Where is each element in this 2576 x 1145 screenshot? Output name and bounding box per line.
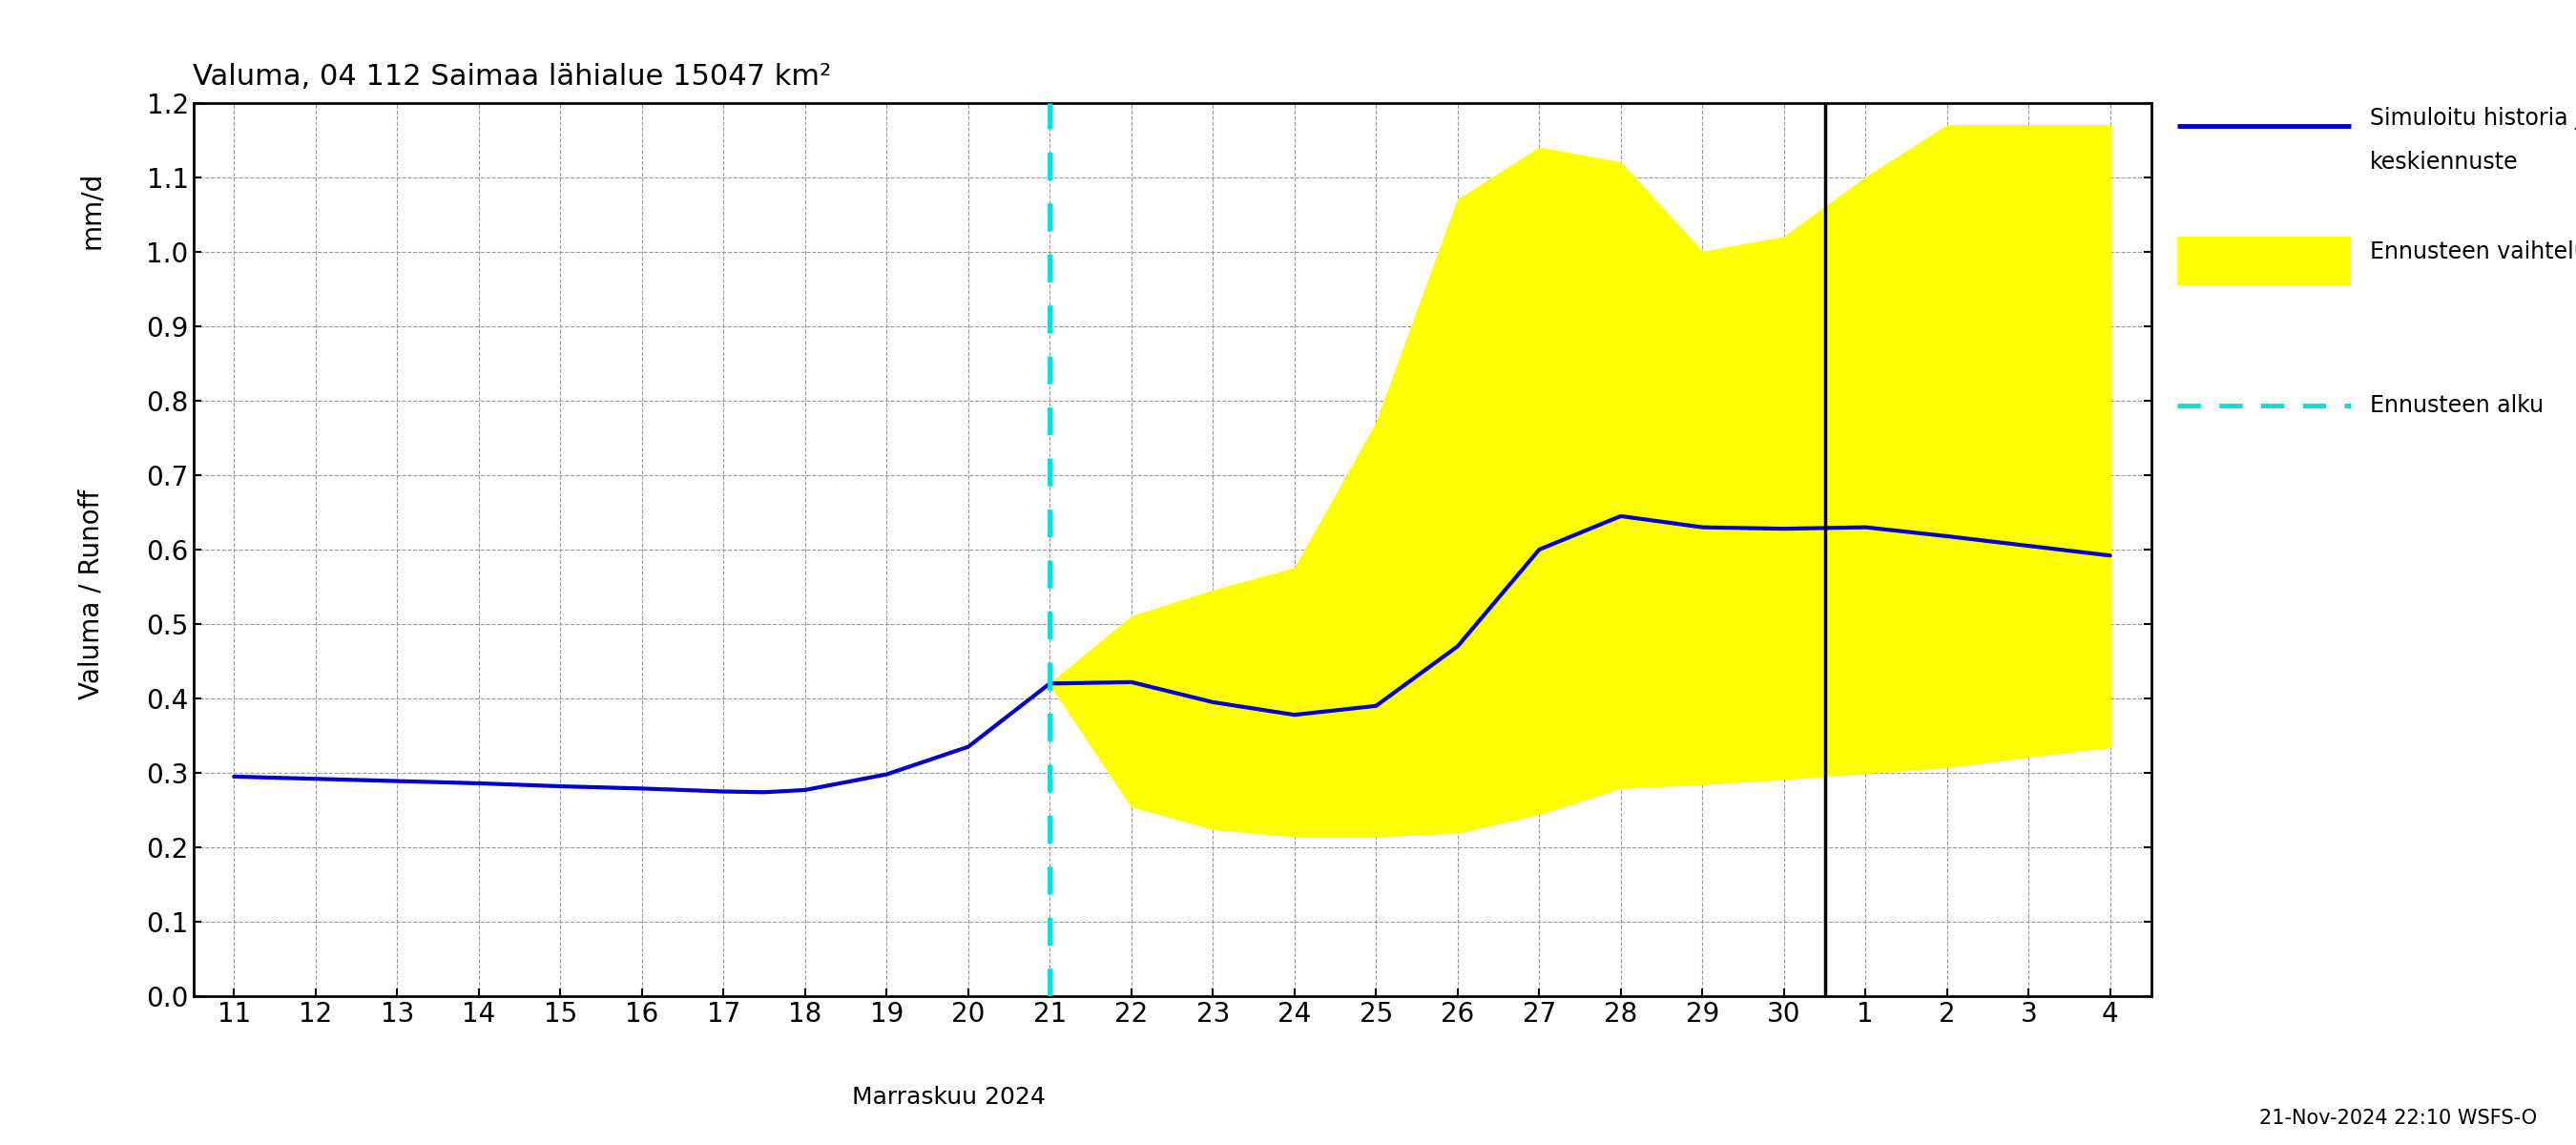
Text: Valuma, 04 112 Saimaa lähialue 15047 km²: Valuma, 04 112 Saimaa lähialue 15047 km² (193, 63, 832, 90)
Text: Simuloitu historia ja: Simuloitu historia ja (2370, 108, 2576, 131)
Text: Valuma / Runoff: Valuma / Runoff (77, 489, 106, 700)
Bar (2177, 237, 2349, 285)
Text: Marraskuu 2024: Marraskuu 2024 (853, 1085, 1046, 1108)
Text: Ennusteen vaihteluväli: Ennusteen vaihteluväli (2370, 240, 2576, 263)
Text: Ennusteen alku: Ennusteen alku (2370, 394, 2543, 417)
Text: 21-Nov-2024 22:10 WSFS-O: 21-Nov-2024 22:10 WSFS-O (2259, 1108, 2537, 1128)
Text: mm/d: mm/d (77, 172, 106, 248)
Text: keskiennuste: keskiennuste (2370, 150, 2519, 173)
